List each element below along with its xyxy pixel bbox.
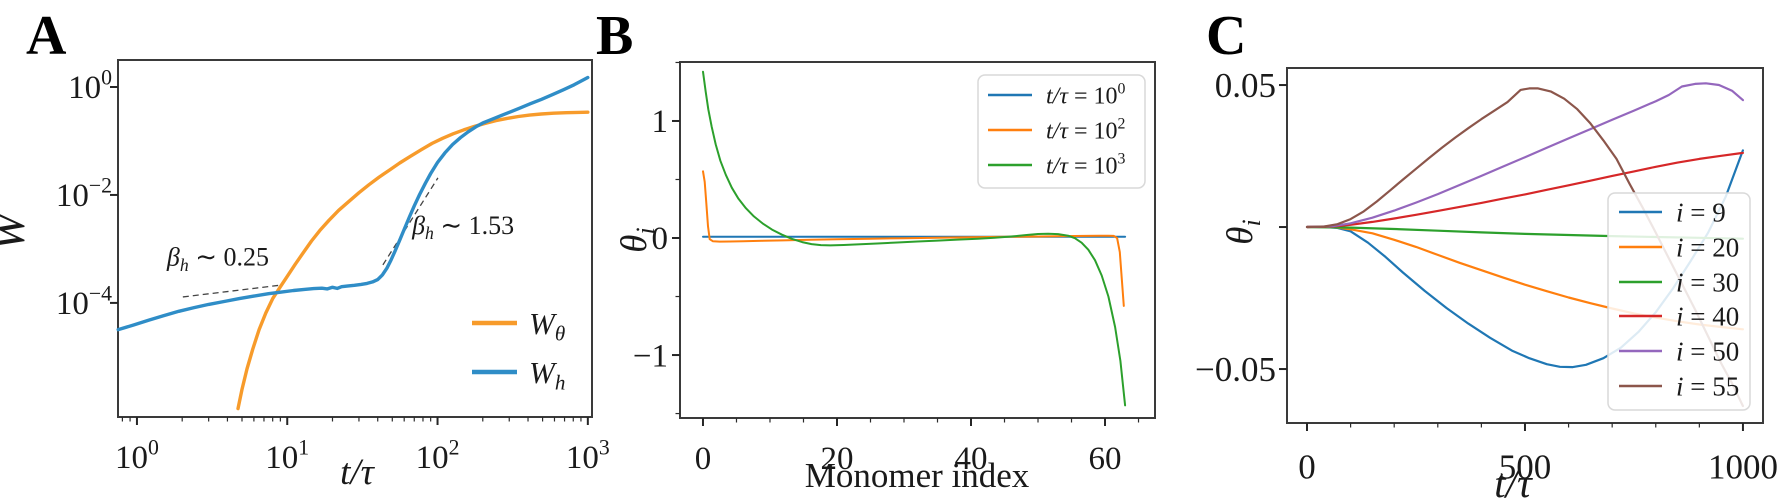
- panel-C-letter: C: [1206, 5, 1246, 67]
- y-tick-label: 10−2: [56, 173, 112, 214]
- legend-label-i_20: i = 20: [1676, 233, 1739, 263]
- x-tick-label: 1000: [1708, 447, 1778, 486]
- panel-B-letter: B: [596, 5, 633, 67]
- legend-label-t_1000: t/τ = 103: [1046, 151, 1125, 180]
- y-tick-label: 0.05: [1215, 66, 1276, 105]
- x-tick-label: 102: [416, 435, 460, 476]
- series-line-i_40: [1305, 151, 1744, 229]
- x-tick-label: 60: [1089, 441, 1122, 477]
- slope-annotation: βh ∼ 0.25: [166, 243, 269, 275]
- legend-label-i_30: i = 30: [1676, 268, 1739, 298]
- panel-A-letter: A: [26, 5, 67, 67]
- slope-guide-line: [382, 177, 439, 266]
- slope-annotation: βh ∼ 1.53: [411, 211, 514, 243]
- panel-A: A 100 101 102 103 100 10−2 10−4 βh ∼ 0.25 βh ∼ 1…: [0, 5, 610, 493]
- panel-B-generated: 0 20 40 60 1 0 −1 t/τ = 100 t/τ = 102 t/τ = 103: [633, 61, 1146, 477]
- x-tick-label: 101: [265, 435, 309, 476]
- x-tick-label: 20: [820, 441, 853, 477]
- panel-A-yaxis-label: W: [0, 209, 34, 251]
- panel-B-xaxis-label: Monomer index: [805, 456, 1030, 495]
- series-line-t_1000: [702, 70, 1127, 407]
- y-tick-label: 100: [68, 65, 112, 106]
- legend-label-t_100: t/τ = 102: [1046, 116, 1125, 145]
- panel-B: B 0 20 40 60 1 0 −1 t/τ = 100 t/τ = 102 t/τ = 103…: [596, 5, 1156, 495]
- legend-label-i_50: i = 50: [1676, 337, 1739, 367]
- panel-B-plot-area: [679, 61, 1156, 419]
- panel-A-xaxis-label: t/τ: [340, 452, 376, 493]
- legend-label-i_40: i = 40: [1676, 302, 1739, 332]
- panel-A-generated: 100 101 102 103 100 10−2 10−4 βh ∼ 0.25 βh ∼ 1.5…: [56, 65, 610, 476]
- slope-guide-line: [182, 284, 283, 298]
- series-line-t_100: [702, 170, 1125, 307]
- panel-C-xaxis-label: t/τ: [1494, 460, 1533, 504]
- legend-label-t_1: t/τ = 100: [1046, 81, 1125, 110]
- panel-C: C 0 500 1000 0.05 −0.05 i = 9 i = 20 i = 30 i = …: [1195, 5, 1778, 504]
- y-tick-label: −0.05: [1195, 350, 1276, 389]
- x-tick-label: 100: [115, 435, 159, 476]
- y-tick-label: 10−4: [56, 281, 112, 322]
- x-tick-label: 103: [566, 435, 610, 476]
- x-tick-label: 500: [1499, 447, 1552, 486]
- panel-B-yaxis-label: θi: [614, 227, 660, 252]
- y-tick-label: −1: [633, 338, 668, 374]
- panel-A-plot-area: [117, 59, 593, 418]
- x-tick-label: 0: [1298, 447, 1316, 486]
- y-tick-label: 1: [652, 104, 669, 140]
- x-tick-label: 0: [695, 441, 712, 477]
- panel-C-yaxis-label: θi: [1220, 219, 1266, 244]
- legend-box: [977, 74, 1146, 189]
- panel-C-generated: 0 500 1000 0.05 −0.05 i = 9 i = 20 i = 30 i = 40…: [1195, 66, 1778, 486]
- legend-label-i_9: i = 9: [1676, 198, 1726, 228]
- series-line-W_h: [116, 75, 590, 332]
- series-line-W_theta: [236, 110, 590, 411]
- x-tick-label: 40: [955, 441, 988, 477]
- legend-label-i_55: i = 55: [1676, 372, 1739, 402]
- series-line-i_50: [1305, 82, 1744, 229]
- legend-label-W_h: Wh: [529, 355, 565, 394]
- y-tick-label: 0: [652, 221, 669, 257]
- legend-label-W_theta: Wθ: [529, 306, 565, 345]
